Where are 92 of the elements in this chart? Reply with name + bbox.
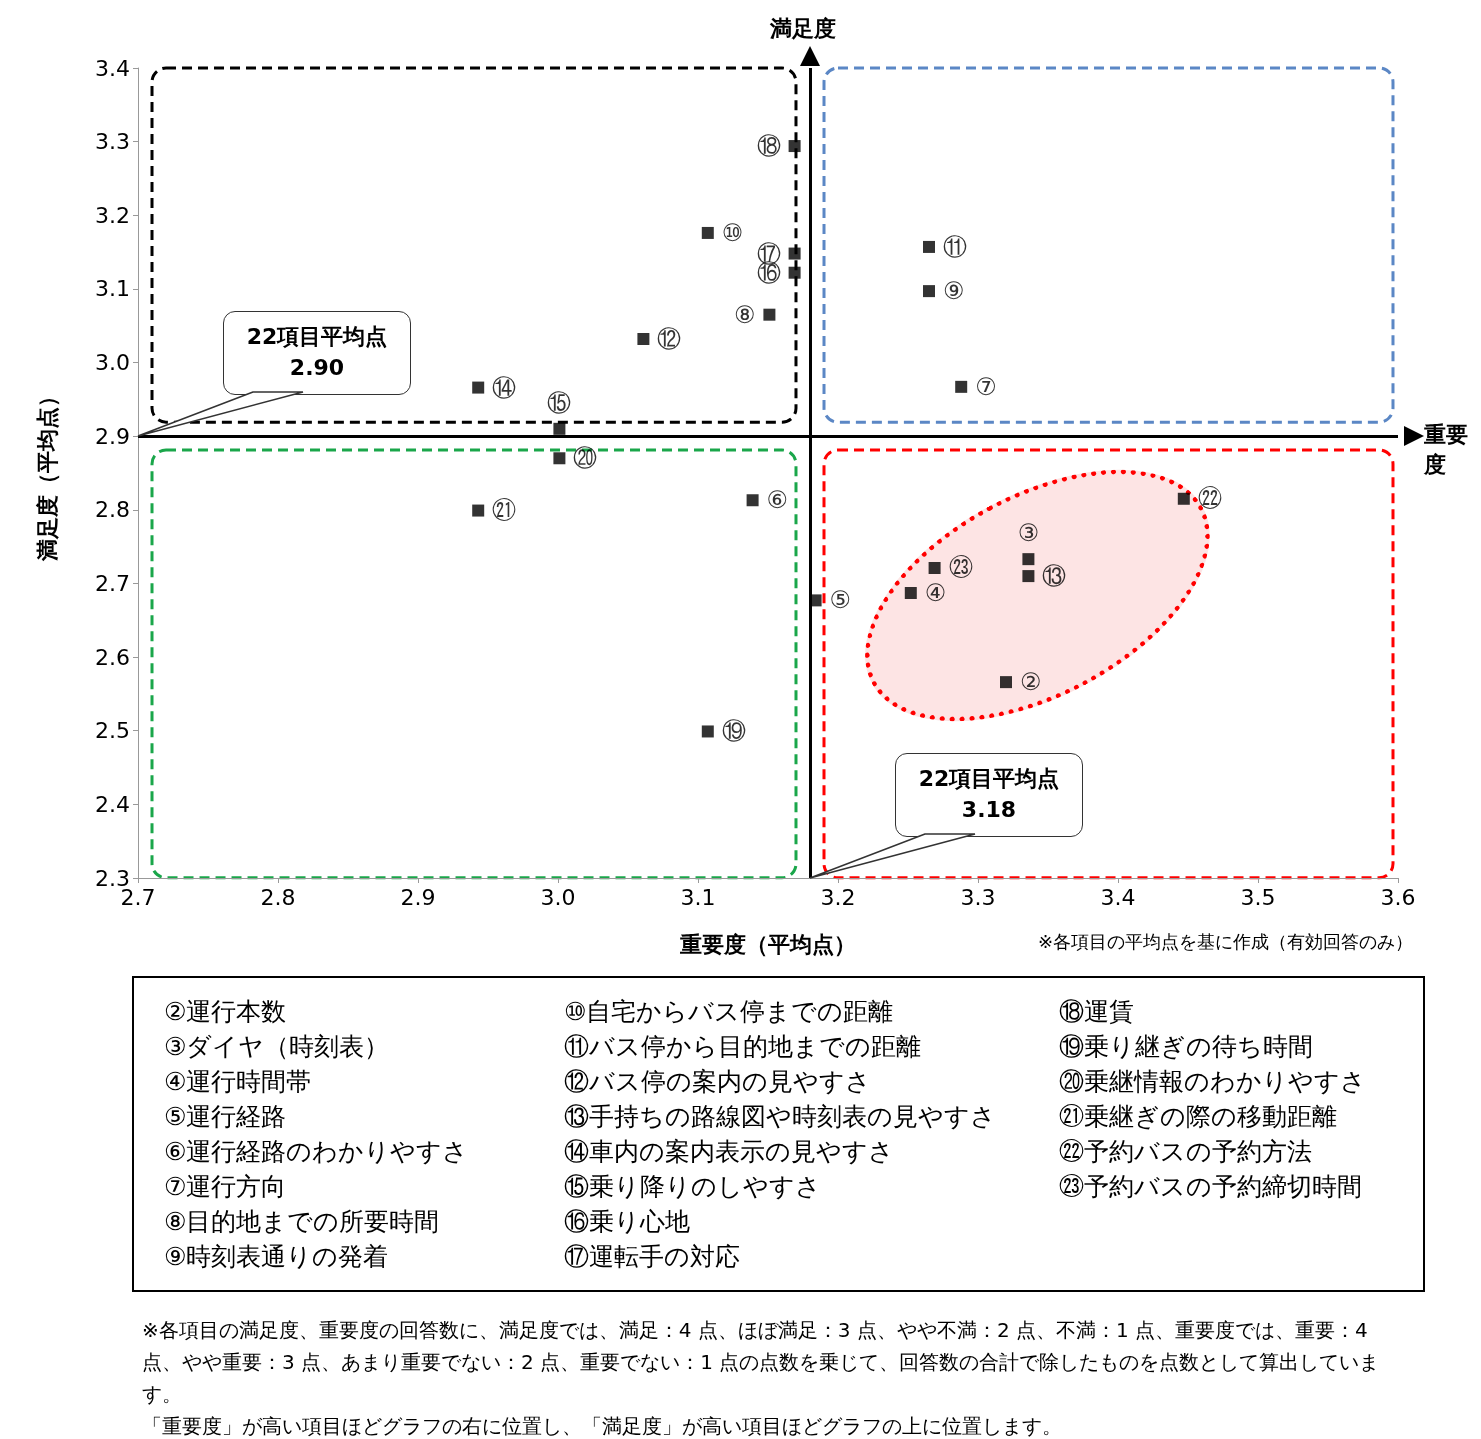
text: 満足度 — [770, 15, 836, 43]
text: ㉓予約バスの予約締切時間 — [1059, 1171, 1363, 1203]
text: ②運行本数 — [164, 996, 288, 1028]
point — [904, 587, 917, 600]
x-tick-label: 2.8 — [260, 884, 296, 910]
x-tick-label: 3.2 — [820, 884, 856, 910]
point — [1000, 676, 1012, 689]
data-label: ⑦ — [975, 372, 997, 401]
point — [472, 504, 485, 517]
point — [1022, 553, 1035, 566]
y-tick-label: 2.4 — [95, 791, 130, 817]
text: ⑳乗継情報のわかりやすさ — [1059, 1066, 1367, 1098]
point — [1022, 570, 1035, 583]
text: ⑮乗り降りのしやすさ — [564, 1171, 822, 1203]
point — [788, 266, 801, 279]
x-tick-label: 2.9 — [400, 884, 436, 910]
y-tick-label: 2.8 — [95, 497, 130, 523]
point — [472, 381, 485, 394]
text: ④運行時間帯 — [164, 1066, 313, 1098]
point — [923, 240, 935, 253]
text: ⑥運行経路のわかりやすさ — [164, 1136, 470, 1168]
point — [746, 494, 759, 507]
point — [923, 285, 935, 298]
text: ⑧目的地までの所要時間 — [164, 1206, 441, 1238]
y-tick-label: 2.5 — [95, 718, 130, 744]
data-label: ⑪ — [943, 232, 967, 261]
data-label: ⑤ — [829, 586, 852, 615]
text: ⑯乗り心地 — [564, 1206, 691, 1238]
point — [928, 561, 941, 574]
y-tick-label: 3.0 — [95, 350, 130, 376]
text: ※各項目の平均点を基に作成（有効回答のみ） — [1037, 930, 1413, 954]
data-label: ⑫ — [657, 324, 682, 353]
text: ※各項目の満足度、重要度の回答数に、満足度では、満足：4 点、ほぼ満足：3 点、やや不満：2 点、不満：1 点、重要度では、重要：4 点、やや重要：3 点、あまり重要でない：2 点、重要でない：1 点の点数を乗じて、回答数の合計で除したものを点数として算出しています。 — [142, 1317, 1381, 1408]
data-label: ⑭ — [492, 373, 517, 402]
data-label: ③ — [1017, 519, 1040, 548]
text: ㉑乗継ぎの際の移動距離 — [1059, 1101, 1338, 1133]
y-tick-label: 2.6 — [95, 644, 130, 670]
data-label: ㉑ — [492, 496, 517, 525]
point — [788, 247, 801, 260]
text: ⑨時刻表通りの発着 — [164, 1241, 390, 1273]
y-tick-label: 3.3 — [95, 129, 130, 155]
data-label: ⑧ — [733, 300, 756, 329]
point — [1177, 492, 1190, 505]
ref-line-label: 22項目平均点 3.18 — [895, 753, 1083, 837]
text: ㉒予約バスの予約方法 — [1059, 1136, 1313, 1168]
x-tick-label: 3.0 — [540, 884, 576, 910]
text: 「重要度」が高い項目ほどグラフの右に位置し、「満足度」が高い項目ほどグラフの上に位置します。 — [142, 1413, 1063, 1439]
point — [637, 332, 650, 345]
text: ⑫バス停の案内の見やすさ — [564, 1066, 872, 1098]
y-tick-label: 3.2 — [95, 202, 130, 228]
y-tick-label: 3.4 — [95, 55, 130, 81]
text: ⑰運転手の対応 — [564, 1241, 741, 1273]
data-label: ⑳ — [573, 444, 598, 473]
x-tick-label: 3.5 — [1240, 884, 1276, 910]
point — [701, 226, 714, 239]
data-label: ⑮ — [547, 388, 572, 417]
text: ③ダイヤ（時刻表） — [164, 1031, 391, 1063]
x-tick-label: 3.1 — [680, 884, 716, 910]
data-label: ㉒ — [1197, 484, 1222, 513]
point — [788, 140, 801, 153]
data-label: ④ — [924, 579, 947, 608]
x-tick-label: 3.6 — [1380, 884, 1416, 910]
text: ⑪バス停から目的地までの距離 — [564, 1031, 922, 1063]
text: ⑦運行方向 — [164, 1171, 288, 1203]
data-label: ⑱ — [756, 132, 781, 161]
y-tick-label: 3.1 — [95, 276, 130, 302]
point — [701, 725, 714, 738]
ref-line-label: 22項目平均点 2.90 — [223, 311, 411, 396]
data-label: ⑲ — [721, 717, 746, 746]
data-label: ⑨ — [943, 277, 965, 306]
text: ⑬手持ちの路線図や時刻表の見やすさ — [564, 1101, 997, 1133]
data-label: ⑬ — [1042, 562, 1067, 591]
point — [763, 308, 776, 321]
y-tick-label: 2.7 — [95, 570, 130, 596]
x-tick-label: 3.4 — [1100, 884, 1136, 910]
data-label: ⑥ — [766, 486, 789, 515]
data-label: ⑩ — [721, 218, 744, 247]
text: ⑭車内の案内表示の見やすさ — [564, 1136, 895, 1168]
text: 重要度 — [1424, 421, 1469, 480]
data-label: ② — [1020, 668, 1042, 697]
point — [553, 452, 566, 465]
data-label: ㉓ — [948, 553, 973, 582]
text: ⑲乗り継ぎの待ち時間 — [1059, 1031, 1314, 1063]
text: ⑩自宅からバス停までの距離 — [564, 996, 895, 1028]
x-tick-label: 3.3 — [960, 884, 996, 910]
y-tick-label: 2.9 — [95, 423, 130, 449]
x-axis-title: 重要度（平均点） — [679, 931, 856, 957]
text: ⑱運賃 — [1059, 996, 1135, 1028]
point — [955, 380, 968, 393]
y-axis-title: 満足度（平均点） — [34, 385, 60, 562]
text: ⑤運行経路 — [164, 1101, 288, 1133]
point — [553, 422, 566, 435]
